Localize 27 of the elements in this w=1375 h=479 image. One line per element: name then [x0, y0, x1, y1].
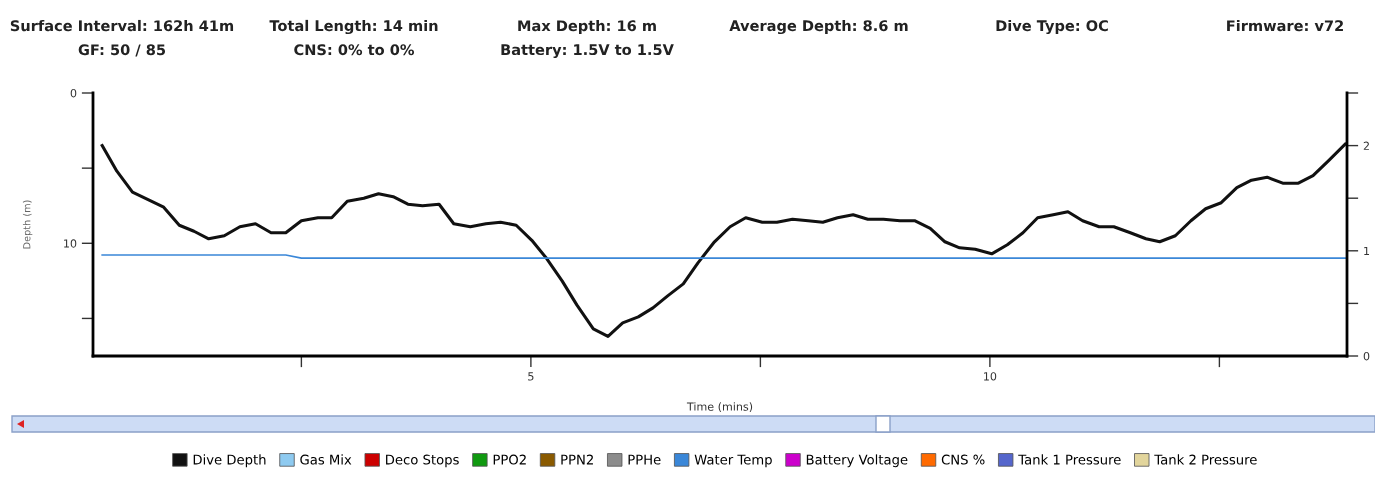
legend-label: PPN2	[561, 454, 593, 465]
text: Total Length: 14 min	[269, 19, 438, 35]
y2-tick-label: 1	[1364, 246, 1370, 256]
legend-label: Water Temp	[694, 454, 772, 468]
text: Surface Interval: 162h 41m	[10, 19, 234, 32]
legend-label: Dive Depth	[193, 454, 266, 468]
y2-tick-label: 0	[1363, 351, 1370, 361]
text: Dive Type: OC	[996, 19, 1108, 35]
legend-label: Deco Stops	[386, 454, 459, 468]
text: Max Depth: 16 m	[518, 19, 656, 35]
text: Battery: 1.5V to 1.5V	[501, 44, 674, 59]
legend-label: PPHe	[628, 454, 661, 465]
text: CNS: 0% to 0%	[294, 44, 415, 56]
legend-label: Battery Voltage	[806, 454, 908, 468]
legend-label: PPO2	[493, 454, 526, 465]
text: Firmware: v72	[1227, 19, 1343, 32]
text: GF: 50 / 85	[78, 44, 166, 57]
x-axis-title: Time (mins)	[686, 402, 753, 413]
text: Average Depth: 8.6 m	[729, 19, 908, 35]
x-tick-label: 5	[528, 372, 534, 381]
y-axis-title: Depth (m)	[22, 200, 33, 249]
legend-label: Gas Mix	[300, 454, 352, 465]
legend-label: Tank 2 Pressure	[1154, 454, 1257, 465]
legend-label: Tank 1 Pressure	[1018, 454, 1121, 465]
line-series	[100, 142, 1347, 338]
y2-tick-label: 2	[1363, 141, 1369, 150]
legend-label: CNS %	[941, 454, 985, 465]
